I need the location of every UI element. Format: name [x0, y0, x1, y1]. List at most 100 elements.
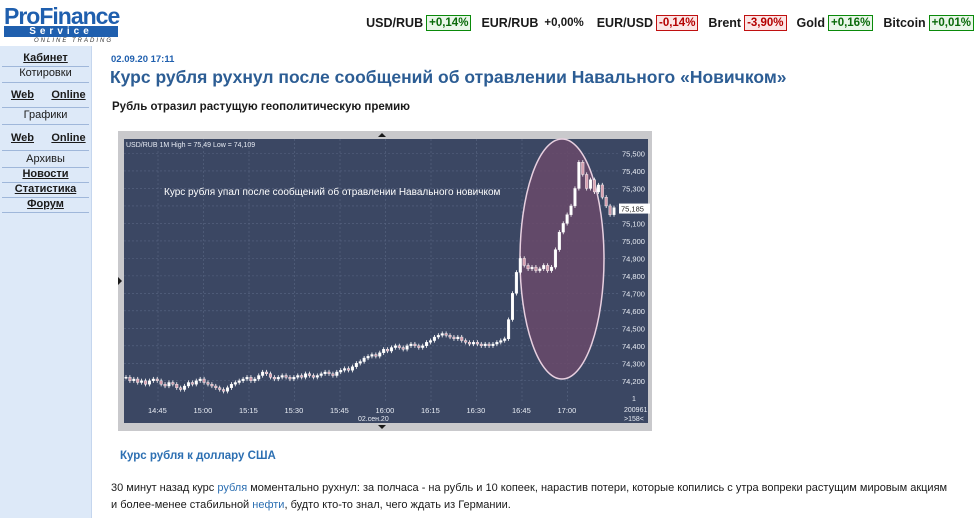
chart-corner-label: 1 — [632, 396, 636, 403]
chart-candle-body — [229, 384, 233, 388]
sidebar-item-stats[interactable]: Статистика — [0, 182, 91, 197]
chart-candle-body — [425, 342, 429, 346]
chart-candle-body — [144, 380, 148, 385]
chart-candle-body — [198, 378, 202, 381]
chart-candle-body — [292, 377, 296, 380]
ticker-change: -0,14% — [655, 15, 699, 31]
chart-candle-body — [284, 375, 288, 378]
sidebar-item-label: Кабинет — [23, 52, 68, 64]
sidebar-item-label: Новости — [22, 168, 69, 180]
chart-candle-body — [265, 371, 269, 374]
chart-candle-body — [276, 377, 280, 380]
sidebar-item-quotes-online[interactable]: Online — [51, 89, 86, 101]
logo-service-band: Service — [4, 26, 118, 37]
sidebar-divider — [2, 197, 89, 198]
chart-x-tick-label: 17:00 — [558, 406, 577, 415]
sidebar-item-archives[interactable]: Архивы — [26, 153, 65, 165]
chart-x-tick-label: 16:00 — [376, 406, 395, 415]
chart-y-tick-label: 75,100 — [622, 219, 645, 228]
chart-candle-body — [358, 361, 362, 364]
chart-candle-body — [596, 184, 600, 193]
article-subtitle: Рубль отразил растущую геополитическую п… — [112, 101, 410, 113]
chart-x-tick-label: 14:45 — [148, 406, 167, 415]
chart-candle-body — [210, 384, 214, 387]
ticker-item[interactable]: Bitcoin +0,01% — [883, 15, 974, 31]
chart-candle-body — [327, 371, 331, 374]
sidebar-item-quotes-web[interactable]: Web — [10, 89, 35, 101]
chart-candle-body — [159, 380, 163, 385]
ticker-item[interactable]: Gold +0,16% — [797, 15, 874, 31]
chart-candle-body — [257, 375, 261, 380]
ticker-item[interactable]: Brent -3,90% — [708, 15, 787, 31]
chart-candle-body — [124, 377, 128, 379]
chart-candle-body — [268, 373, 272, 378]
sidebar-item-charts-online[interactable]: Online — [51, 132, 86, 144]
chart-candle-body — [296, 375, 300, 378]
article-date: 02.09.20 17:11 — [111, 54, 175, 65]
chart-candle-body — [553, 249, 557, 268]
sidebar-item-cabinet[interactable]: Кабинет — [0, 51, 91, 66]
chart-scroll-up-icon — [378, 133, 386, 137]
chart-candle-body — [311, 375, 315, 378]
chart-candle-body — [460, 336, 464, 341]
chart-candle-body — [546, 265, 550, 271]
chart-candle-body — [140, 380, 144, 383]
chart-candle-body — [362, 357, 366, 362]
article-title: Курс рубля рухнул после сообщений об отр… — [110, 67, 787, 87]
chart-caption-link[interactable]: Курс рубля к доллару США — [120, 450, 276, 462]
chart-candle-body — [530, 266, 534, 270]
chart-candle-body — [510, 293, 514, 320]
chart-candle-body — [417, 345, 421, 348]
ticker-name: USD/RUB — [366, 16, 424, 30]
chart-x-tick-label: 15:15 — [239, 406, 258, 415]
chart-y-tick-label: 75,300 — [622, 184, 645, 193]
top-bar: ProFinance Service ONLINE TRADING USD/RU… — [0, 0, 980, 46]
chart-candle-body — [183, 385, 187, 390]
ticker-change: +0,01% — [928, 15, 974, 31]
chart-candle-body — [175, 384, 179, 388]
chart-candle-body — [471, 342, 475, 345]
chart-y-tick-label: 74,400 — [622, 342, 645, 351]
chart-candle-body — [190, 382, 194, 385]
ticker-item[interactable]: USD/RUB +0,14% — [366, 15, 472, 31]
oil-link[interactable]: нефти — [252, 499, 285, 511]
chart-candle-body — [350, 366, 354, 371]
chart-time-axis — [124, 403, 618, 423]
sidebar-item-forum[interactable]: Форум — [0, 197, 91, 212]
chart-candle-body — [534, 266, 538, 271]
sidebar-divider — [2, 107, 89, 108]
ticker-item[interactable]: EUR/USD -0,14% — [597, 15, 699, 31]
chart-candle-body — [319, 373, 323, 376]
ruble-link[interactable]: рубля — [217, 482, 248, 494]
chart-candle-body — [331, 373, 335, 376]
sidebar-heading-charts: Графики — [23, 109, 68, 121]
chart-candle-body — [249, 377, 253, 381]
ticker-change: -3,90% — [744, 15, 787, 31]
chart-y-tick-label: 74,500 — [622, 324, 645, 333]
chart-candle-body — [261, 371, 265, 376]
profinance-logo[interactable]: ProFinance Service ONLINE TRADING — [4, 4, 122, 44]
ticker-item[interactable]: EUR/RUB +0,00% — [481, 15, 586, 31]
chart-annotation: Курс рубля упал после сообщений об отрав… — [164, 186, 501, 198]
chart-candle-body — [343, 368, 347, 371]
chart-candle-body — [487, 343, 491, 346]
chart-candle-body — [179, 387, 183, 390]
chart-candle-body — [585, 174, 589, 189]
chart-candle-body — [374, 354, 378, 357]
chart-header: USD/RUB 1M High = 75,49 Low = 74,109 — [126, 142, 255, 149]
sidebar-nav: Кабинет Котировки Web Online Графики Web… — [0, 46, 92, 518]
chart-candle-body — [491, 343, 495, 346]
chart-highlight-ellipse — [519, 138, 605, 380]
chart-candle-body — [128, 377, 132, 381]
sidebar-item-news[interactable]: Новости — [0, 167, 91, 182]
sidebar-item-charts-web[interactable]: Web — [10, 132, 35, 144]
chart-candle-body — [444, 333, 448, 336]
chart-candle-body — [206, 382, 210, 385]
body-text-part: 30 минут назад курс — [111, 482, 218, 494]
chart-candle-body — [518, 258, 522, 273]
chart-candle-body — [167, 382, 171, 387]
chart-candle-body — [612, 207, 616, 215]
chart-y-tick-label: 75,000 — [622, 237, 645, 246]
chart-candle-body — [194, 380, 198, 385]
chart-candle-body — [452, 336, 456, 340]
